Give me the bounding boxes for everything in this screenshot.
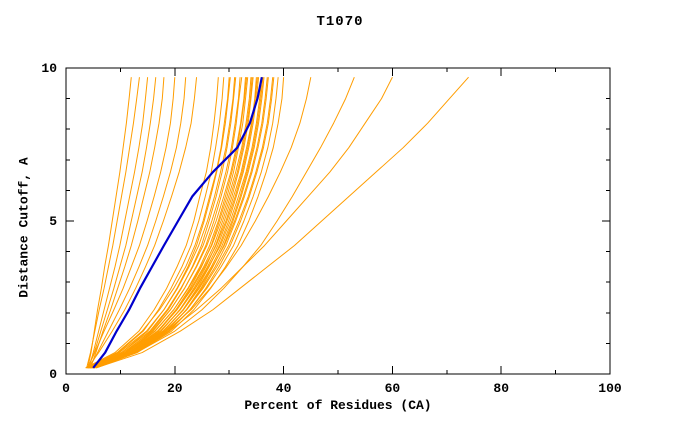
x-tick-label: 60 [385, 381, 401, 396]
prediction-line [90, 77, 253, 369]
prediction-line [93, 76, 355, 369]
x-tick-label: 80 [493, 381, 509, 396]
prediction-line [88, 77, 268, 369]
y-tick-label: 5 [49, 214, 57, 229]
prediction-line [94, 77, 275, 369]
prediction-line [87, 77, 241, 369]
prediction-line [90, 77, 237, 369]
prediction-line [89, 77, 274, 369]
prediction-line [87, 77, 157, 369]
prediction-line [91, 77, 243, 369]
prediction-line [85, 77, 219, 369]
x-tick-label: 40 [276, 381, 292, 396]
x-tick-label: 20 [167, 381, 183, 396]
prediction-line [85, 77, 247, 369]
prediction-line [88, 77, 187, 369]
prediction-line [90, 77, 312, 369]
prediction-line [89, 77, 279, 369]
reference-line [92, 76, 263, 369]
prediction-line [88, 77, 263, 369]
y-tick-label: 0 [49, 367, 57, 382]
x-axis-label: Percent of Residues (CA) [244, 398, 432, 413]
prediction-line [87, 77, 132, 368]
x-tick-label: 100 [598, 381, 622, 396]
prediction-line [87, 77, 236, 369]
prediction-line [88, 77, 149, 369]
y-tick-label: 10 [41, 61, 57, 76]
prediction-line [90, 77, 165, 369]
chart-title: T1070 [316, 14, 364, 30]
prediction-line [93, 77, 269, 369]
prediction-line [91, 76, 393, 369]
prediction-line [89, 77, 231, 369]
prediction-line [87, 77, 257, 369]
x-tick-label: 0 [62, 381, 70, 396]
prediction-line [87, 77, 252, 369]
prediction-line [87, 77, 198, 369]
prediction-line [86, 77, 140, 369]
prediction-line [86, 77, 230, 369]
prediction-line [90, 77, 285, 369]
prediction-line [88, 77, 225, 369]
prediction-line [87, 77, 176, 369]
prediction-line [95, 76, 469, 369]
